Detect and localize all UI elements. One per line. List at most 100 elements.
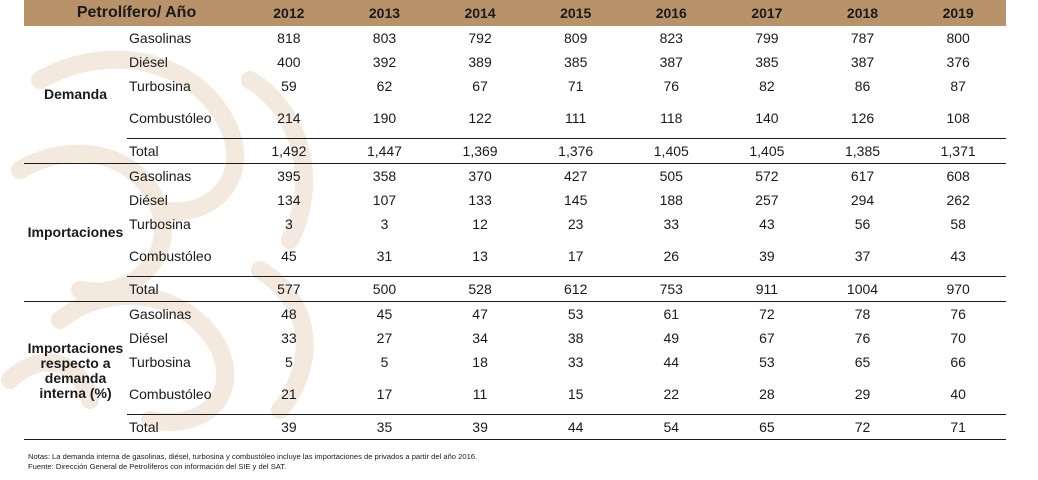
table-cell: 1,492 — [241, 138, 337, 164]
product-label: Diésel — [129, 54, 168, 70]
table-cell: 1,405 — [623, 138, 720, 164]
table-row: Importaciones respecto a demanda interna… — [24, 301, 1006, 440]
table-cell: 18 — [472, 354, 488, 370]
table-cell: 395 — [277, 168, 301, 184]
table-cell: 23 — [567, 216, 584, 232]
table-cell: 12 — [472, 216, 488, 232]
table-cell: 387 — [850, 54, 875, 70]
table-cell: 126 — [850, 110, 875, 126]
product-label: Combustóleo — [129, 248, 212, 264]
table-cell: 1,371 — [910, 138, 1006, 164]
table-cell: 385 — [564, 54, 588, 70]
table-cell: 38 — [567, 330, 584, 346]
table-cell: 33 — [281, 330, 297, 346]
year-header: 2012 — [273, 5, 305, 21]
table-cell: 39 — [241, 414, 337, 440]
table-row: Demanda Gasolinas 818 803 792 809 823 799 787 800 — [24, 26, 1006, 164]
table-cell: 67 — [759, 330, 775, 346]
table-cell: 71 — [567, 78, 584, 94]
table-cell: 67 — [472, 78, 488, 94]
table-cell: 3 — [284, 216, 293, 232]
table-cell: 44 — [527, 414, 624, 440]
table-cell: 617 — [850, 168, 875, 184]
table-cell: 427 — [564, 168, 588, 184]
table-cell: 87 — [950, 78, 966, 94]
table-cell: 3 — [380, 216, 389, 232]
table-cell: 257 — [755, 192, 779, 208]
table-row: Combustóleo 21 17 11 15 22 28 29 40 — [24, 374, 1006, 415]
table-cell: 1004 — [814, 276, 911, 302]
table-header-row: Petrolífero/ Año 2012 2013 2014 2015 201… — [24, 0, 1006, 26]
table-cell: 134 — [277, 192, 301, 208]
table-cell: 294 — [850, 192, 875, 208]
table-cell: 122 — [468, 110, 492, 126]
table-cell: 70 — [950, 330, 966, 346]
table-cell: 753 — [623, 276, 720, 302]
table-cell: 5 — [380, 354, 389, 370]
table-cell: 17 — [567, 248, 584, 264]
table-cell: 392 — [372, 54, 397, 70]
table-cell: 370 — [468, 168, 492, 184]
section-label: Importaciones — [24, 163, 128, 302]
table-total-row: Total 577 500 528 612 753 911 1004 970 — [24, 276, 1006, 302]
year-header: 2017 — [751, 5, 783, 21]
table-cell: 33 — [663, 216, 680, 232]
table-cell: 5 — [284, 354, 293, 370]
table-cell: 572 — [755, 168, 779, 184]
table-cell: 358 — [372, 168, 397, 184]
table-cell: 44 — [663, 354, 680, 370]
table-cell: 500 — [336, 276, 433, 302]
table-cell: 376 — [946, 54, 970, 70]
table-row: Diésel 400 392 389 385 387 385 387 376 — [24, 50, 1006, 74]
table-cell: 528 — [432, 276, 528, 302]
petroliferos-table: Petrolífero/ Año 2012 2013 2014 2015 201… — [24, 0, 1006, 440]
table-row: Combustóleo 214 190 122 111 118 140 126 108 — [24, 98, 1006, 139]
table-cell: 35 — [336, 414, 433, 440]
table-cell: 65 — [854, 354, 871, 370]
table-cell: 787 — [850, 30, 875, 46]
table-cell: 29 — [854, 386, 871, 402]
year-header: 2014 — [464, 5, 496, 21]
product-label: Diésel — [129, 330, 168, 346]
product-label: Total — [127, 414, 242, 440]
table-row: Combustóleo 45 31 13 17 26 39 37 43 — [24, 236, 1006, 277]
table-cell: 400 — [277, 54, 301, 70]
table-cell: 33 — [567, 354, 584, 370]
table-cell: 803 — [372, 30, 397, 46]
table-cell: 66 — [950, 354, 966, 370]
table-cell: 823 — [659, 30, 683, 46]
table-cell: 799 — [755, 30, 779, 46]
product-label: Diésel — [129, 192, 168, 208]
table-cell: 21 — [281, 386, 297, 402]
table-cell: 15 — [567, 386, 584, 402]
table-row: Diésel 33 27 34 38 49 67 76 70 — [24, 326, 1006, 350]
table-cell: 47 — [472, 306, 488, 322]
table-cell: 214 — [277, 110, 301, 126]
section-label: Demanda — [24, 26, 128, 164]
table-cell: 43 — [950, 248, 966, 264]
table-row: Importaciones Gasolinas 395 358 370 427 505 572… — [24, 163, 1006, 302]
table-cell: 188 — [659, 192, 683, 208]
table-cell: 28 — [759, 386, 775, 402]
table-cell: 39 — [759, 248, 775, 264]
table-cell: 34 — [472, 330, 488, 346]
table-cell: 31 — [376, 248, 393, 264]
table-cell: 800 — [946, 30, 970, 46]
table-cell: 970 — [910, 276, 1006, 302]
table-cell: 1,385 — [814, 138, 911, 164]
table-total-row: Total 39 35 39 44 54 65 72 71 — [24, 414, 1006, 440]
year-header: 2019 — [942, 5, 974, 21]
table-cell: 17 — [376, 386, 393, 402]
table-cell: 133 — [468, 192, 492, 208]
table-cell: 387 — [659, 54, 683, 70]
product-label: Combustóleo — [129, 386, 212, 402]
product-label: Gasolinas — [129, 30, 192, 46]
table-cell: 76 — [950, 306, 966, 322]
table-cell: 108 — [946, 110, 970, 126]
table-cell: 389 — [468, 54, 492, 70]
table-cell: 262 — [946, 192, 970, 208]
table-cell: 809 — [564, 30, 588, 46]
table-cell: 792 — [468, 30, 492, 46]
table-row: Diésel 134 107 133 145 188 257 294 262 — [24, 188, 1006, 212]
table-cell: 45 — [281, 248, 297, 264]
